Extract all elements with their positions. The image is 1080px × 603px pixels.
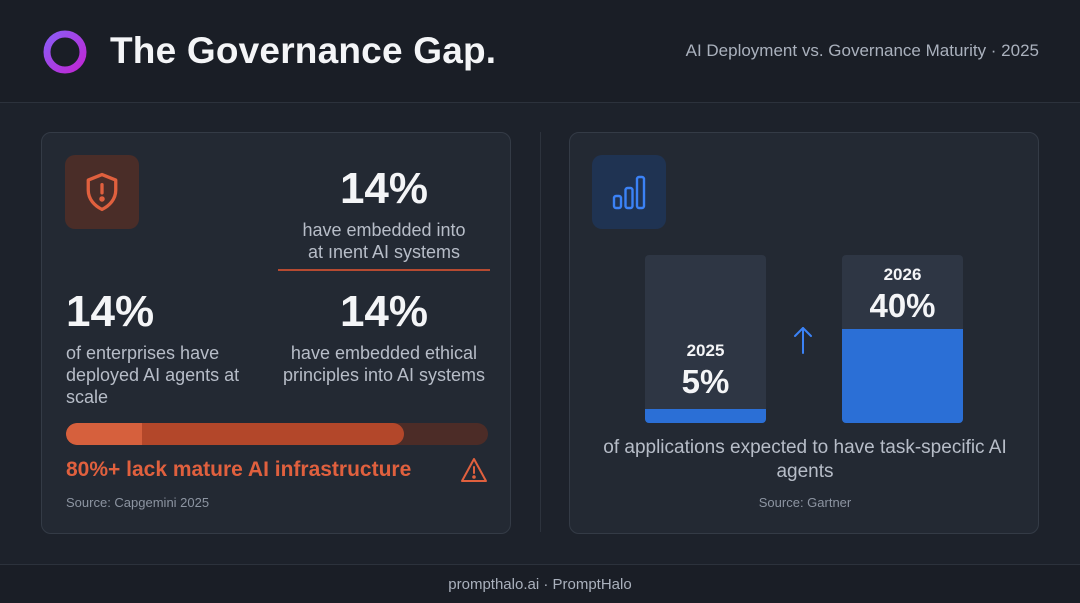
warning-triangle-icon <box>461 458 487 482</box>
year-2025: 2025 <box>686 341 725 360</box>
stat-enterprises-description: of enterprises have deployed AI agents a… <box>66 343 240 407</box>
stat-top-value: 14% <box>339 164 429 213</box>
value-2026: 40% <box>869 287 936 324</box>
source-capgemini: Source: Capgemini 2025 <box>66 495 210 510</box>
bar-chart-icon <box>612 175 646 210</box>
stat-enterprises: 14% of enterprises have deployed AI agen… <box>66 290 266 408</box>
column-2026 <box>842 255 963 423</box>
page-subtitle: AI Deployment vs. Governance Maturity · … <box>685 41 1039 60</box>
stat-top: 14% have embedded into at ınent AI syste… <box>278 167 490 263</box>
center-divider <box>540 132 541 532</box>
gartner-card: 2025 5% 2026 40% of applications expecte… <box>569 132 1039 534</box>
year-2026: 2026 <box>883 265 922 284</box>
column-2025-fill <box>645 408 766 423</box>
header: The Governance Gap. AI Deployment vs. Go… <box>0 0 1080 103</box>
column-2026-label: 2026 40% <box>842 265 963 322</box>
shield-icon-box <box>65 155 139 229</box>
footer: prompthalo.ai · PromptHalo <box>0 564 1080 603</box>
chart-icon-box <box>592 155 666 229</box>
shield-alert-icon <box>86 172 118 212</box>
divider-line <box>278 269 490 271</box>
stat-ethical-value: 14% <box>339 287 429 336</box>
stat-enterprises-value: 14% <box>66 287 155 336</box>
column-2025-label: 2025 5% <box>645 341 766 398</box>
capgemini-card: 14% have embedded into at ınent AI syste… <box>41 132 511 534</box>
arrow-up-icon <box>794 327 812 354</box>
ring-logo-icon <box>43 30 87 74</box>
column-2025 <box>645 255 766 423</box>
progress-highlight <box>66 423 142 445</box>
value-2025: 5% <box>681 363 730 400</box>
infrastructure-label: 80%+ lack mature AI infrastructure <box>66 458 412 481</box>
stat-ethical: 14% have embedded ethical principles int… <box>278 290 490 386</box>
stat-ethical-description: have embedded ethical principles into AI… <box>282 343 486 385</box>
stat-top-description: have embedded into at ınent AI systems <box>302 220 466 262</box>
applications-description: of applications expected to have task-sp… <box>603 437 1007 482</box>
progress-fill <box>66 423 404 445</box>
source-gartner: Source: Gartner <box>758 495 852 510</box>
page-title: The Governance Gap. <box>110 30 497 71</box>
column-2026-fill <box>842 328 963 423</box>
progress-track <box>66 423 488 445</box>
